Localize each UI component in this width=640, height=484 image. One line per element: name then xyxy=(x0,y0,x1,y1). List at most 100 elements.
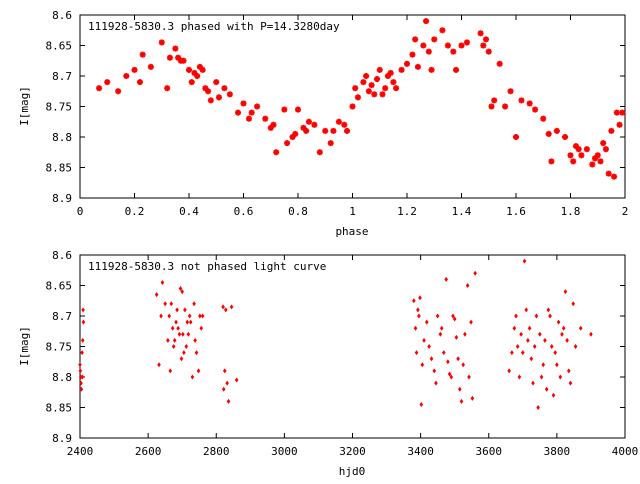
x-tick-label: 2400 xyxy=(67,445,94,458)
data-point xyxy=(154,292,159,298)
x-tick-label: 0.4 xyxy=(179,205,199,218)
data-point xyxy=(562,134,569,140)
y-tick-label: 8.65 xyxy=(46,40,73,53)
data-point xyxy=(502,103,509,110)
data-point xyxy=(240,100,247,107)
data-point xyxy=(491,97,498,104)
data-point xyxy=(163,301,167,307)
data-point xyxy=(515,344,520,349)
y-tick-label: 8.6 xyxy=(52,249,72,262)
data-point xyxy=(428,66,435,73)
data-point xyxy=(513,134,519,140)
data-point xyxy=(183,307,187,313)
data-point xyxy=(439,325,444,331)
x-tick-label: 3800 xyxy=(544,445,571,458)
unphased-light-curve-panel: 111928-5830.3 not phased light curve hjd… xyxy=(18,249,638,478)
data-point xyxy=(131,66,138,73)
chart-title: 111928-5830.3 phased with P=14.3280day xyxy=(88,20,340,33)
data-point xyxy=(548,313,552,319)
data-point xyxy=(451,313,455,319)
data-point xyxy=(225,380,229,386)
data-point xyxy=(566,368,571,374)
data-point xyxy=(158,39,165,46)
data-point xyxy=(447,371,452,377)
data-point xyxy=(434,380,438,386)
data-point xyxy=(496,60,503,67)
x-tick-label: 0 xyxy=(77,205,84,218)
data-point xyxy=(526,337,530,343)
data-point xyxy=(172,45,179,52)
data-point xyxy=(454,334,459,340)
y-tick-label: 8.8 xyxy=(52,371,72,384)
data-point xyxy=(538,331,542,337)
data-point xyxy=(78,362,82,368)
data-point xyxy=(435,313,440,319)
data-point xyxy=(174,319,178,325)
x-tick-label: 0.2 xyxy=(125,205,145,218)
data-point xyxy=(123,73,130,79)
x-tick-label: 2 xyxy=(622,205,629,218)
data-point xyxy=(568,380,573,386)
data-point xyxy=(522,258,527,264)
data-point xyxy=(139,51,146,58)
data-point xyxy=(414,63,421,70)
data-point xyxy=(207,97,214,104)
data-point xyxy=(221,304,225,310)
data-point xyxy=(292,130,299,137)
data-point xyxy=(553,127,560,134)
data-point xyxy=(181,331,185,337)
data-point xyxy=(205,88,212,95)
data-point xyxy=(553,350,557,356)
axis-ticks: 2400 2600 2800 3000 3200 3400 3600 3800 4000 8.6 8… xyxy=(46,249,639,458)
data-point xyxy=(444,276,448,282)
data-point xyxy=(605,170,612,177)
data-point xyxy=(555,362,559,368)
data-point xyxy=(529,356,534,362)
data-point xyxy=(541,362,546,368)
data-point xyxy=(526,100,533,107)
data-point xyxy=(416,307,420,313)
data-point xyxy=(524,307,529,313)
data-point xyxy=(363,73,370,79)
data-point xyxy=(459,398,464,404)
data-point xyxy=(465,283,470,288)
data-point xyxy=(534,313,539,319)
data-points xyxy=(96,18,626,180)
data-point xyxy=(616,121,623,128)
data-point xyxy=(419,401,424,407)
data-point xyxy=(376,66,383,73)
data-point xyxy=(461,362,466,368)
data-point xyxy=(184,344,189,349)
data-point xyxy=(589,331,593,337)
data-point xyxy=(567,152,574,159)
data-point xyxy=(168,368,173,374)
data-point xyxy=(452,316,457,322)
y-tick-label: 8.9 xyxy=(52,432,72,445)
data-point xyxy=(608,127,615,134)
data-point xyxy=(517,374,522,380)
data-point xyxy=(449,374,454,380)
data-point xyxy=(281,106,288,113)
data-point xyxy=(188,79,195,86)
data-point xyxy=(546,307,551,313)
data-point xyxy=(374,76,381,83)
data-point xyxy=(360,79,367,86)
data-point xyxy=(518,97,525,104)
data-point xyxy=(200,313,205,319)
data-point xyxy=(199,325,204,331)
data-point xyxy=(463,39,470,46)
data-point xyxy=(453,66,460,73)
data-point xyxy=(234,377,239,383)
data-point xyxy=(190,374,195,380)
data-point xyxy=(423,18,430,25)
data-point xyxy=(182,350,186,356)
data-point xyxy=(194,73,201,79)
data-point xyxy=(393,85,400,92)
data-point xyxy=(398,66,405,73)
y-tick-label: 8.85 xyxy=(46,402,73,415)
data-point xyxy=(565,337,569,343)
data-point xyxy=(213,79,220,86)
x-tick-label: 2600 xyxy=(135,445,162,458)
y-tick-label: 8.6 xyxy=(52,9,72,22)
